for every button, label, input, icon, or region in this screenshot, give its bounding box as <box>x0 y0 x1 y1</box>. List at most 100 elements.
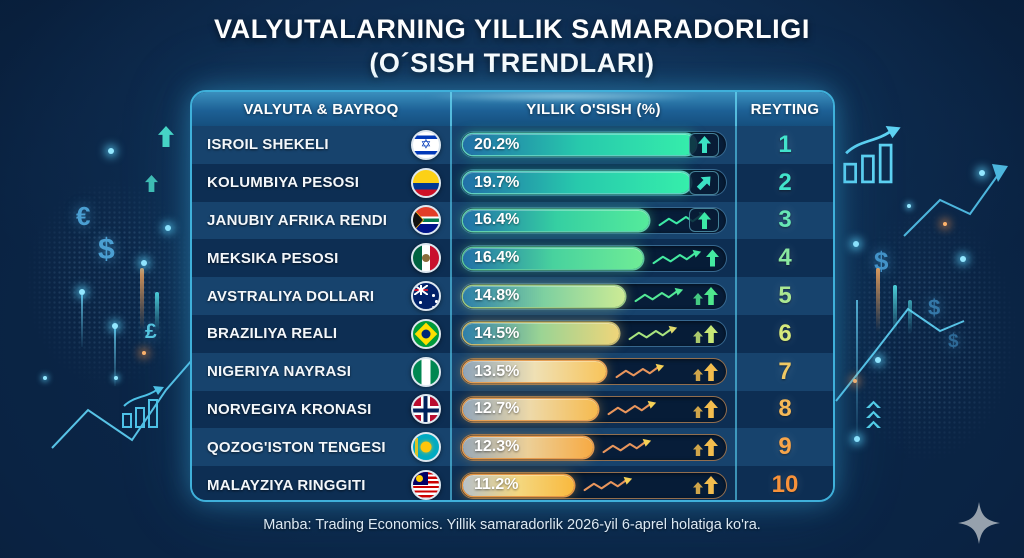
currency-cell: MEKSIKA PESOSI <box>192 239 450 277</box>
table-row: AVSTRALIYA DOLLARI 14.8% 5 <box>192 277 833 315</box>
growth-value: 16.4% <box>474 249 520 267</box>
growth-bar-fill: 20.2% <box>463 134 697 156</box>
up-arrow-icon <box>689 132 719 157</box>
currency-name: NORVEGIYA KRONASI <box>207 400 372 418</box>
growth-value: 12.3% <box>474 438 520 456</box>
growth-bar-track: 16.4% <box>460 244 727 272</box>
glow-dot <box>854 436 860 442</box>
growth-bar-track: 12.7% <box>460 395 727 423</box>
brazil-flag-icon <box>411 318 441 349</box>
line-chart-decoration-right <box>835 307 965 402</box>
trend-arrow-decoration-right <box>903 164 1008 237</box>
currency-cell: MALAYZIYA RINGGITI <box>192 466 450 500</box>
rating-cell: 3 <box>737 202 833 240</box>
growth-bar-fill: 14.5% <box>463 323 620 345</box>
rating-cell: 10 <box>737 466 833 500</box>
header-currency-flag: VALYUTA & BAYROQ <box>243 100 399 118</box>
glow-line <box>81 295 83 347</box>
table-row: ISROIL SHEKELI 20.2% 1 <box>192 126 833 164</box>
glow-dot-orange <box>943 222 947 226</box>
australia-flag-icon <box>411 281 441 312</box>
growth-value: 20.2% <box>474 135 520 153</box>
table-row: NIGERIYA NAYRASI 13.5% 7 <box>192 352 833 391</box>
growth-bar-fill: 12.3% <box>463 436 593 458</box>
double-up-arrow-icon <box>692 476 719 495</box>
dollar-symbol: $ <box>948 331 959 352</box>
header-rating: REYTING <box>750 100 820 118</box>
glow-line <box>856 300 858 438</box>
currency-cell: QOZOG'ISTON TENGESI <box>192 428 450 466</box>
glow-dot <box>875 357 881 363</box>
malaysia-flag-icon <box>411 470 441 500</box>
glow-dot <box>165 225 171 231</box>
rank-value: 1 <box>778 130 792 158</box>
world-map-dots-right <box>832 205 1022 465</box>
title-line-2: (O´SISH TRENDLARI) <box>369 47 655 78</box>
dollar-symbol: $ <box>98 233 115 266</box>
growth-value: 16.4% <box>474 211 520 229</box>
growth-bar-track: 13.5% <box>460 358 727 386</box>
glow-dot <box>108 148 114 154</box>
up-arrow-icon <box>689 208 719 233</box>
growth-value: 19.7% <box>474 173 520 191</box>
table-row: MALAYZIYA RINGGITI 11.2% 10 <box>192 466 833 500</box>
growth-bar-fill: 14.8% <box>463 285 625 307</box>
currency-name: NIGERIYA NAYRASI <box>207 363 352 381</box>
currency-cell: BRAZILIYA REALI <box>192 315 450 353</box>
nigeria-flag-icon <box>411 356 441 387</box>
growth-value: 14.5% <box>474 324 520 342</box>
glow-pillar <box>893 285 897 333</box>
israel-flag-icon <box>411 129 441 160</box>
currency-name: MEKSIKA PESOSI <box>207 249 339 267</box>
double-up-arrow-icon <box>692 287 719 306</box>
rating-cell: 6 <box>737 315 833 353</box>
rating-cell: 9 <box>737 428 833 466</box>
source-note: Manba: Trading Economics. Yillik samarad… <box>263 517 761 533</box>
growth-cell: 12.7% <box>450 390 737 429</box>
rank-value: 2 <box>778 168 792 196</box>
glow-line <box>114 328 116 386</box>
growth-bar-track: 11.2% <box>460 471 727 499</box>
rating-cell: 8 <box>737 391 833 429</box>
currency-cell: NORVEGIYA KRONASI <box>192 391 450 429</box>
growth-bar-track: 20.2% <box>460 131 727 159</box>
growth-bar-fill: 16.4% <box>463 247 644 269</box>
south-africa-flag-icon <box>411 205 441 236</box>
glow-dot <box>141 260 147 266</box>
growth-value: 14.8% <box>474 287 520 305</box>
mexico-flag-icon <box>411 243 441 274</box>
rating-cell: 2 <box>737 164 833 202</box>
currency-name: MALAYZIYA RINGGITI <box>207 476 366 494</box>
glow-pillar <box>155 292 159 332</box>
growth-bar-fill: 19.7% <box>463 172 691 194</box>
rank-value: 5 <box>778 282 792 310</box>
growth-cell: 16.4% <box>450 201 737 240</box>
glow-pillar <box>140 268 144 330</box>
glow-dot <box>960 256 966 262</box>
currency-name: KOLUMBIYA PESOSI <box>207 174 360 192</box>
glow-pillar <box>876 268 880 332</box>
glow-dot <box>43 376 47 380</box>
currency-name: QOZOG'ISTON TENGESI <box>207 438 386 456</box>
growth-value: 12.7% <box>474 400 520 418</box>
dollar-symbol: $ <box>928 295 941 320</box>
pound-symbol: £ <box>145 320 157 343</box>
currency-cell: JANUBIY AFRIKA RENDI <box>192 202 450 240</box>
growth-cell: 14.5% <box>450 314 737 353</box>
euro-symbol: € <box>76 201 91 231</box>
glow-dot <box>853 241 859 247</box>
currency-cell: AVSTRALIYA DOLLARI <box>192 277 450 315</box>
up-arrow-icon <box>706 249 719 267</box>
rating-cell: 5 <box>737 277 833 315</box>
glow-pillar <box>908 300 912 334</box>
page-title: VALYUTALARNING YILLIK SAMARADORLIGI (O´S… <box>0 13 1024 81</box>
growth-cell: 11.2% <box>450 466 737 500</box>
currency-performance-table: VALYUTA & BAYROQ YILLIK O'SISH (%) REYTI… <box>190 90 835 502</box>
growth-bar-track: 19.7% <box>460 169 727 197</box>
currency-cell: KOLUMBIYA PESOSI <box>192 164 450 202</box>
chevron-up-icon <box>866 400 881 408</box>
rank-value: 8 <box>778 395 792 423</box>
glow-dot-orange <box>142 351 146 355</box>
glow-dot <box>112 323 118 329</box>
